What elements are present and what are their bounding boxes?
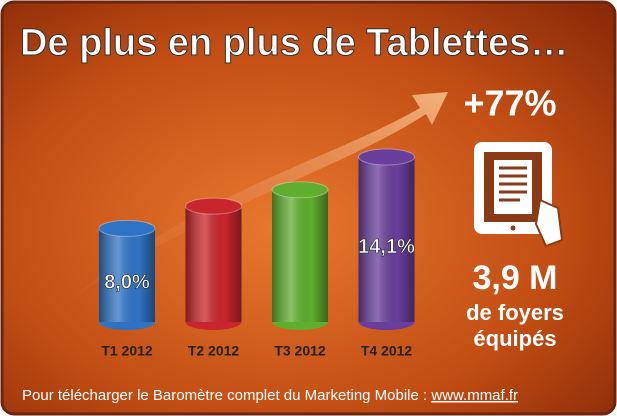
value-label: 8,0% bbox=[104, 271, 150, 293]
bar-top bbox=[98, 219, 156, 237]
bar-shade bbox=[185, 206, 242, 322]
trend-arrow bbox=[70, 92, 448, 300]
value-label: 14,1% bbox=[358, 236, 415, 258]
bar-shade bbox=[272, 189, 328, 322]
bar-top bbox=[358, 148, 415, 166]
footer: Pour télécharger le Baromètre complet du… bbox=[22, 387, 518, 404]
footer-link[interactable]: www.mmaf.fr bbox=[430, 387, 518, 404]
tablet-icon bbox=[474, 142, 564, 248]
chart-title: De plus en plus de Tablettes… bbox=[20, 22, 568, 64]
x-tick-label: T2 2012 bbox=[188, 343, 240, 359]
households-label: équipés bbox=[473, 326, 556, 351]
bar-top bbox=[185, 197, 242, 215]
bar-shade bbox=[358, 157, 415, 322]
households-count: 3,9 M bbox=[472, 259, 557, 297]
footer-text: Pour télécharger le Baromètre complet du… bbox=[22, 387, 431, 404]
households-label: de foyers bbox=[466, 300, 564, 325]
bar-shade bbox=[99, 228, 155, 322]
growth-label: +77% bbox=[463, 83, 556, 124]
x-tick-label: T3 2012 bbox=[274, 343, 326, 359]
x-tick-label: T4 2012 bbox=[361, 343, 413, 359]
x-tick-label: T1 2012 bbox=[101, 343, 153, 359]
bar-top bbox=[271, 181, 329, 199]
